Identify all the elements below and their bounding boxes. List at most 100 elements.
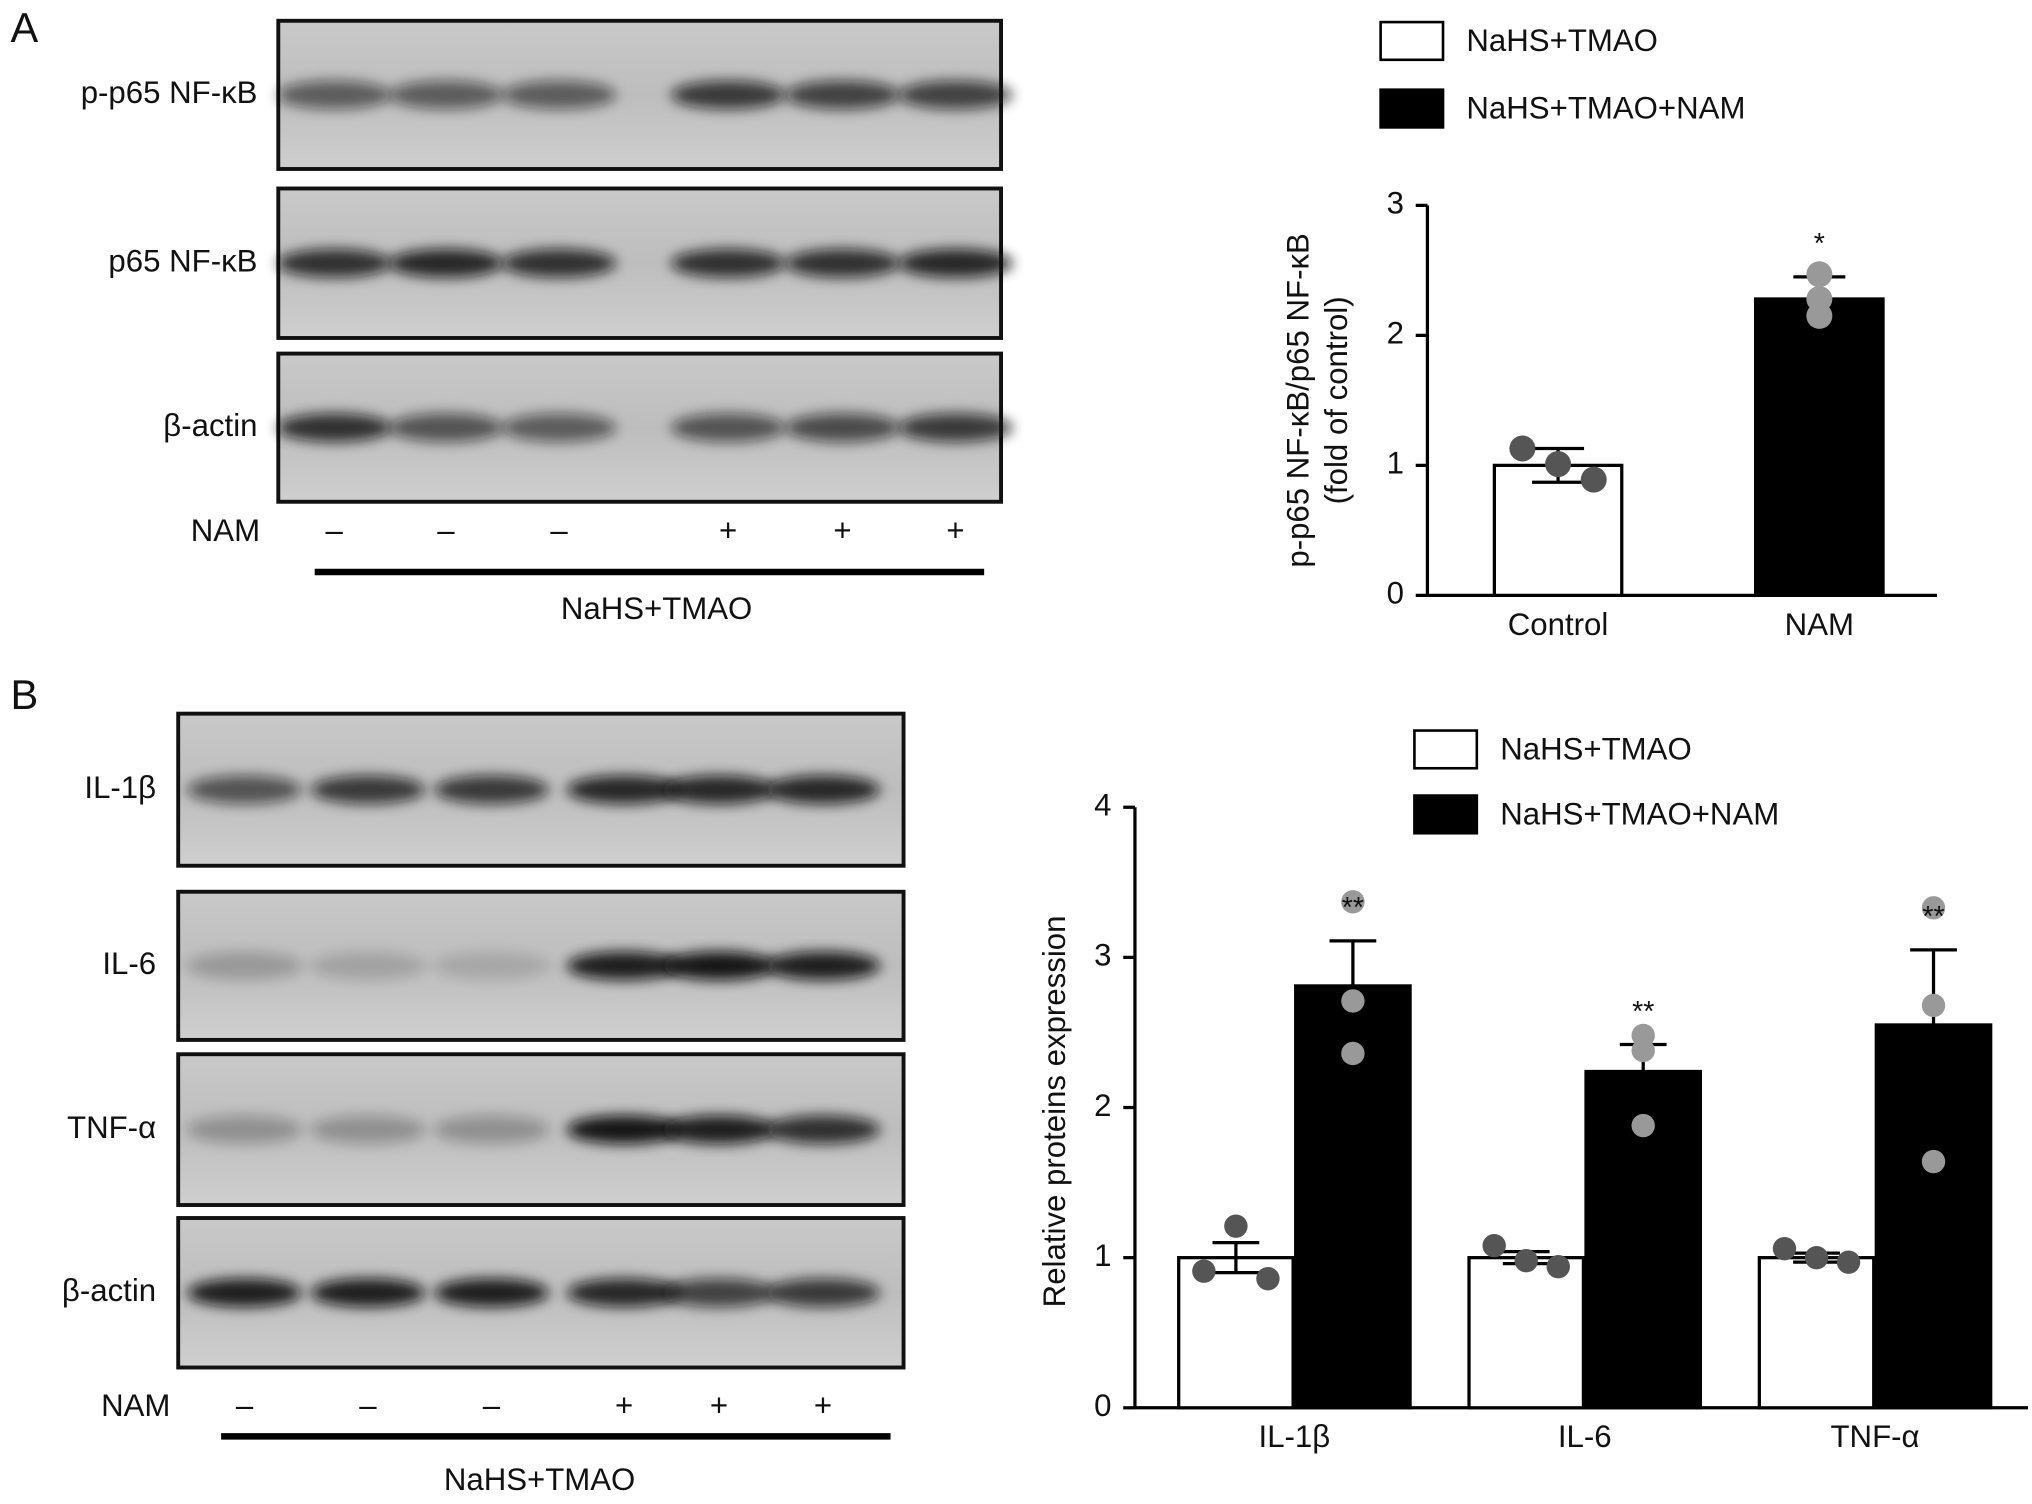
data-point bbox=[1921, 1149, 1946, 1174]
x-tick-label: TNF-α bbox=[1831, 1419, 1920, 1454]
treatment-sign: – bbox=[483, 1388, 501, 1423]
x-tick-label: IL-1β bbox=[1259, 1419, 1331, 1454]
blot-band bbox=[310, 951, 426, 981]
group-label: NaHS+TMAO bbox=[444, 1462, 636, 1497]
blot-band bbox=[276, 80, 392, 110]
blot-row-label: β-actin bbox=[163, 408, 257, 443]
blot-row-label: IL-1β bbox=[84, 770, 156, 805]
significance-mark: ** bbox=[1922, 901, 1944, 933]
y-tick-label: 2 bbox=[1387, 316, 1404, 351]
data-point bbox=[1631, 1113, 1655, 1138]
treatment-sign: – bbox=[236, 1388, 254, 1423]
blot-band bbox=[898, 80, 1013, 110]
treatment-sign: – bbox=[437, 513, 455, 548]
legend-swatch bbox=[1413, 729, 1479, 770]
treatment-label: NAM bbox=[101, 1388, 170, 1423]
blot-band bbox=[501, 80, 617, 110]
data-point bbox=[1341, 989, 1365, 1013]
treatment-sign: – bbox=[326, 513, 344, 548]
blot-band bbox=[765, 1278, 881, 1308]
treatment-sign: + bbox=[946, 513, 964, 548]
blot-band bbox=[566, 775, 682, 804]
legend-swatch bbox=[1379, 88, 1445, 129]
blot-band bbox=[785, 413, 900, 442]
bar bbox=[1757, 1256, 1876, 1410]
treatment-sign: – bbox=[359, 1388, 377, 1423]
blot-band bbox=[434, 1115, 549, 1144]
blot-band bbox=[661, 775, 777, 804]
legend-swatch bbox=[1379, 20, 1445, 62]
legend-label: NaHS+TMAO bbox=[1500, 732, 1692, 767]
data-point bbox=[1192, 1259, 1216, 1283]
x-tick-label: IL-6 bbox=[1558, 1419, 1612, 1454]
y-axis-label: (fold of control) bbox=[1319, 296, 1354, 504]
blot-band bbox=[670, 80, 786, 110]
treatment-sign: – bbox=[550, 513, 568, 548]
blot-band bbox=[898, 413, 1013, 442]
bar bbox=[1467, 1256, 1586, 1410]
blot-band bbox=[661, 951, 777, 981]
y-tick-label: 1 bbox=[1094, 1238, 1111, 1273]
blot-band bbox=[388, 413, 504, 442]
data-point bbox=[1256, 1266, 1280, 1291]
treatment-sign: + bbox=[719, 513, 737, 548]
blot-band bbox=[765, 951, 881, 981]
blot-band bbox=[434, 775, 549, 804]
data-point bbox=[1224, 1214, 1248, 1238]
y-tick-label: 2 bbox=[1094, 1088, 1111, 1123]
treatment-sign: + bbox=[833, 513, 851, 548]
significance-mark: ** bbox=[1632, 996, 1654, 1028]
y-axis-label: p-p65 NF-κB/p65 NF-κB bbox=[1280, 233, 1315, 568]
blot-band bbox=[187, 1115, 302, 1144]
y-tick-label: 0 bbox=[1387, 576, 1404, 611]
blot-band bbox=[276, 248, 392, 278]
blot-band bbox=[388, 80, 504, 110]
data-point bbox=[1806, 302, 1833, 329]
blot-row-label: TNF-α bbox=[67, 1110, 156, 1145]
x-tick-label: Control bbox=[1508, 607, 1609, 642]
legend-label: NaHS+TMAO+NAM bbox=[1500, 797, 1779, 832]
blot-band bbox=[785, 80, 900, 110]
data-point bbox=[1836, 1250, 1861, 1274]
blot-band bbox=[765, 1115, 881, 1144]
blot-band bbox=[501, 413, 617, 442]
blot-band bbox=[388, 248, 504, 278]
data-point bbox=[1806, 261, 1833, 288]
y-tick-label: 1 bbox=[1387, 446, 1404, 481]
legend-label: NaHS+TMAO bbox=[1466, 23, 1658, 58]
blot-band bbox=[434, 1278, 549, 1308]
data-point bbox=[1341, 1041, 1365, 1066]
panel-label: A bbox=[11, 4, 39, 51]
blot-row-label: p-p65 NF-κB bbox=[81, 75, 258, 110]
blot-band bbox=[566, 951, 682, 981]
blot-band bbox=[187, 775, 302, 804]
blot-band bbox=[187, 1278, 302, 1308]
blot-band bbox=[187, 951, 302, 981]
blot-band bbox=[785, 248, 900, 278]
data-point bbox=[1804, 1245, 1829, 1270]
blot-band bbox=[434, 951, 549, 981]
bar bbox=[1754, 297, 1885, 597]
data-point bbox=[1580, 466, 1607, 493]
blot-band bbox=[898, 248, 1013, 278]
data-point bbox=[1772, 1236, 1797, 1261]
blot-row-label: p65 NF-κB bbox=[108, 243, 257, 278]
y-tick-label: 4 bbox=[1094, 787, 1111, 822]
treatment-label: NAM bbox=[191, 513, 260, 548]
blot-band bbox=[566, 1115, 682, 1144]
blot-band bbox=[310, 1278, 426, 1308]
y-tick-label: 3 bbox=[1387, 186, 1404, 221]
blot-band bbox=[670, 248, 786, 278]
significance-mark: * bbox=[1814, 228, 1825, 260]
blot-band bbox=[276, 413, 392, 442]
treatment-sign: + bbox=[814, 1388, 832, 1423]
treatment-sign: + bbox=[615, 1388, 633, 1423]
group-label: NaHS+TMAO bbox=[561, 591, 753, 626]
blot-band bbox=[661, 1278, 777, 1308]
data-point bbox=[1631, 1038, 1655, 1063]
legend-label: NaHS+TMAO+NAM bbox=[1466, 91, 1745, 126]
data-point bbox=[1546, 1254, 1570, 1279]
blot-band bbox=[310, 1115, 426, 1144]
